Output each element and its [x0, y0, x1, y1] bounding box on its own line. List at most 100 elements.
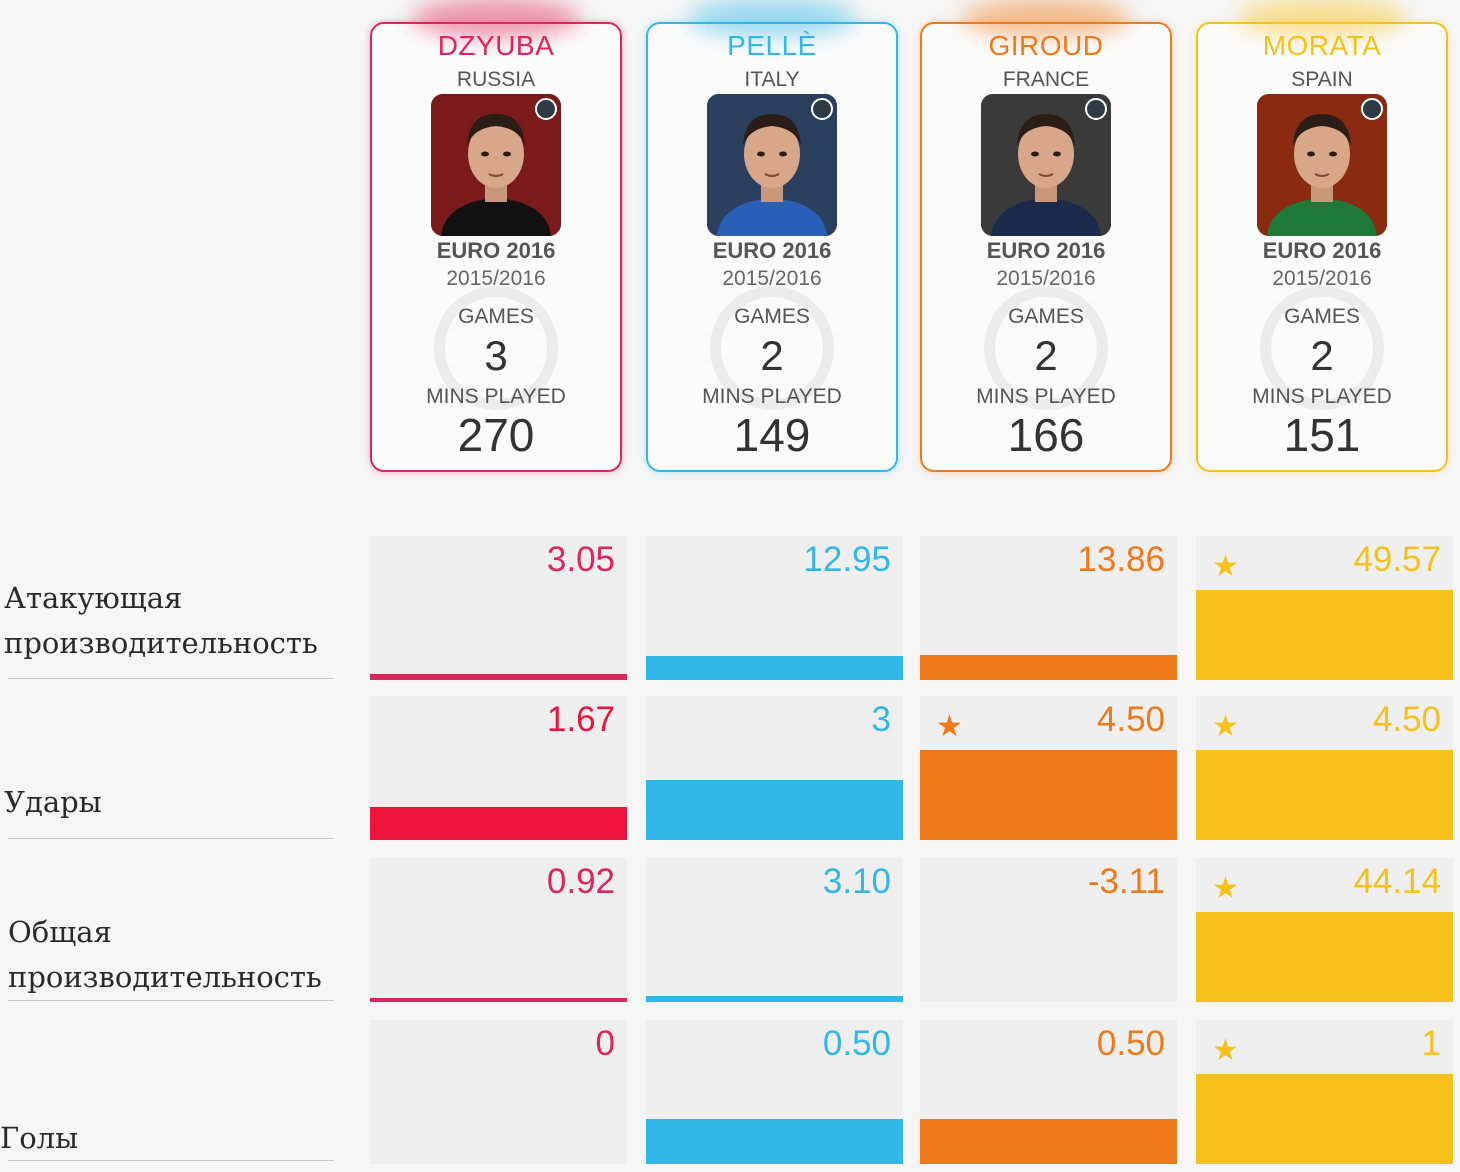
club-badge-icon	[1085, 98, 1107, 120]
metric-cell: 44.14 ★	[1196, 858, 1453, 1002]
metric-label-goals: Голы	[0, 1121, 79, 1155]
metric-cell: 13.86	[920, 536, 1177, 680]
mins-value: 270	[457, 409, 535, 461]
card-glow	[687, 0, 857, 38]
player-photo	[981, 94, 1111, 236]
player-name: PELLÈ	[727, 30, 817, 61]
metric-value: 1	[1421, 1024, 1441, 1063]
games-value: 2	[1310, 332, 1334, 379]
season-label: 2015/2016	[722, 267, 822, 290]
metric-cell: 3.10	[646, 858, 903, 1002]
player-portrait	[431, 94, 561, 236]
metric-value: -3.11	[1087, 862, 1165, 901]
metric-bar	[920, 655, 1177, 680]
best-star-icon: ★	[1212, 710, 1239, 743]
games-value: 2	[760, 332, 784, 379]
player-photo	[1257, 94, 1387, 236]
row-divider	[8, 838, 334, 839]
games-label: GAMES	[734, 305, 810, 328]
season-label: 2015/2016	[996, 267, 1096, 290]
player-photo	[707, 94, 837, 236]
card-glow	[1237, 0, 1407, 38]
metric-cell: 3.05	[370, 536, 627, 680]
metric-bar	[646, 1119, 903, 1164]
best-star-icon: ★	[1212, 1034, 1239, 1067]
best-star-icon: ★	[936, 710, 963, 743]
metric-cell: 3	[646, 696, 903, 840]
mins-label: MINS PLAYED	[976, 385, 1116, 408]
metric-cell: 1 ★	[1196, 1020, 1453, 1164]
metric-value: 3.05	[546, 540, 615, 579]
metric-cell: 0.92	[370, 858, 627, 1002]
player-name: DZYUBA	[437, 30, 555, 61]
metric-value: 13.86	[1077, 540, 1165, 579]
player-card-pelle[interactable]: PELLÈ ITALY EURO 2016 2015/2016 GAMES 2 …	[646, 0, 898, 472]
metric-cell: 0	[370, 1020, 627, 1164]
games-value: 2	[1034, 332, 1058, 379]
row-divider	[8, 1160, 334, 1161]
metric-bar	[1196, 590, 1453, 680]
metric-label-shots: Удары	[4, 785, 102, 819]
mins-label: MINS PLAYED	[702, 385, 842, 408]
games-ring	[710, 286, 834, 410]
player-country: FRANCE	[1002, 68, 1090, 91]
games-label: GAMES	[1008, 305, 1084, 328]
metric-bar	[1196, 912, 1453, 1002]
games-ring	[1260, 286, 1384, 410]
games-label: GAMES	[458, 305, 534, 328]
player-photo	[431, 94, 561, 236]
player-country: ITALY	[744, 68, 800, 91]
metric-value: 0.50	[1096, 1024, 1165, 1063]
metric-cell: 49.57 ★	[1196, 536, 1453, 680]
metric-value: 4.50	[1372, 700, 1441, 739]
metric-bar	[370, 807, 627, 840]
row-divider	[8, 678, 334, 679]
metric-bar	[646, 780, 903, 840]
tournament-label: EURO 2016	[1262, 238, 1382, 263]
best-star-icon: ★	[1212, 550, 1239, 583]
player-card-giroud[interactable]: GIROUD FRANCE EURO 2016 2015/2016 GAMES …	[920, 0, 1172, 472]
metric-cell: 0.50	[646, 1020, 903, 1164]
player-country: RUSSIA	[456, 68, 536, 91]
player-card-morata[interactable]: MORATA SPAIN EURO 2016 2015/2016 GAMES 2…	[1196, 0, 1448, 472]
mins-label: MINS PLAYED	[1252, 385, 1392, 408]
mins-label: MINS PLAYED	[426, 385, 566, 408]
metric-value: 3.10	[822, 862, 891, 901]
season-label: 2015/2016	[1272, 267, 1372, 290]
games-label: GAMES	[1284, 305, 1360, 328]
metric-value: 0.50	[822, 1024, 891, 1063]
metric-value: 0	[595, 1024, 615, 1063]
best-star-icon: ★	[1212, 872, 1239, 905]
metric-bar	[1196, 1074, 1453, 1164]
player-name: GIROUD	[988, 30, 1104, 61]
tournament-label: EURO 2016	[986, 238, 1106, 263]
metric-value: 49.57	[1353, 540, 1441, 579]
metric-value: 0.92	[546, 862, 615, 901]
metric-bar	[920, 1119, 1177, 1164]
metric-bar	[1196, 750, 1453, 840]
mins-value: 151	[1283, 409, 1361, 461]
games-ring	[434, 286, 558, 410]
metric-label-overall: Общая производительность	[8, 915, 322, 994]
games-value: 3	[484, 332, 508, 379]
metric-cell: 1.67	[370, 696, 627, 840]
metric-cell: 4.50 ★	[920, 696, 1177, 840]
metric-bar	[370, 674, 627, 680]
metric-cell: 0.50	[920, 1020, 1177, 1164]
metric-value: 4.50	[1096, 700, 1165, 739]
metric-cell: 4.50 ★	[1196, 696, 1453, 840]
player-country: SPAIN	[1291, 68, 1353, 91]
club-badge-icon	[1361, 98, 1383, 120]
club-badge-icon	[811, 98, 833, 120]
mins-value: 166	[1007, 409, 1085, 461]
metric-bar	[370, 998, 627, 1002]
metric-bar	[920, 750, 1177, 840]
season-label: 2015/2016	[446, 267, 546, 290]
tournament-label: EURO 2016	[712, 238, 832, 263]
metric-cell: -3.11	[920, 858, 1177, 1002]
mins-value: 149	[733, 409, 811, 461]
metric-value: 12.95	[803, 540, 891, 579]
metric-value: 1.67	[546, 700, 615, 739]
metric-bar	[646, 656, 903, 680]
player-card-dzyuba[interactable]: DZYUBA RUSSIA EURO 2016 2015/2016 GAMES …	[370, 0, 622, 472]
